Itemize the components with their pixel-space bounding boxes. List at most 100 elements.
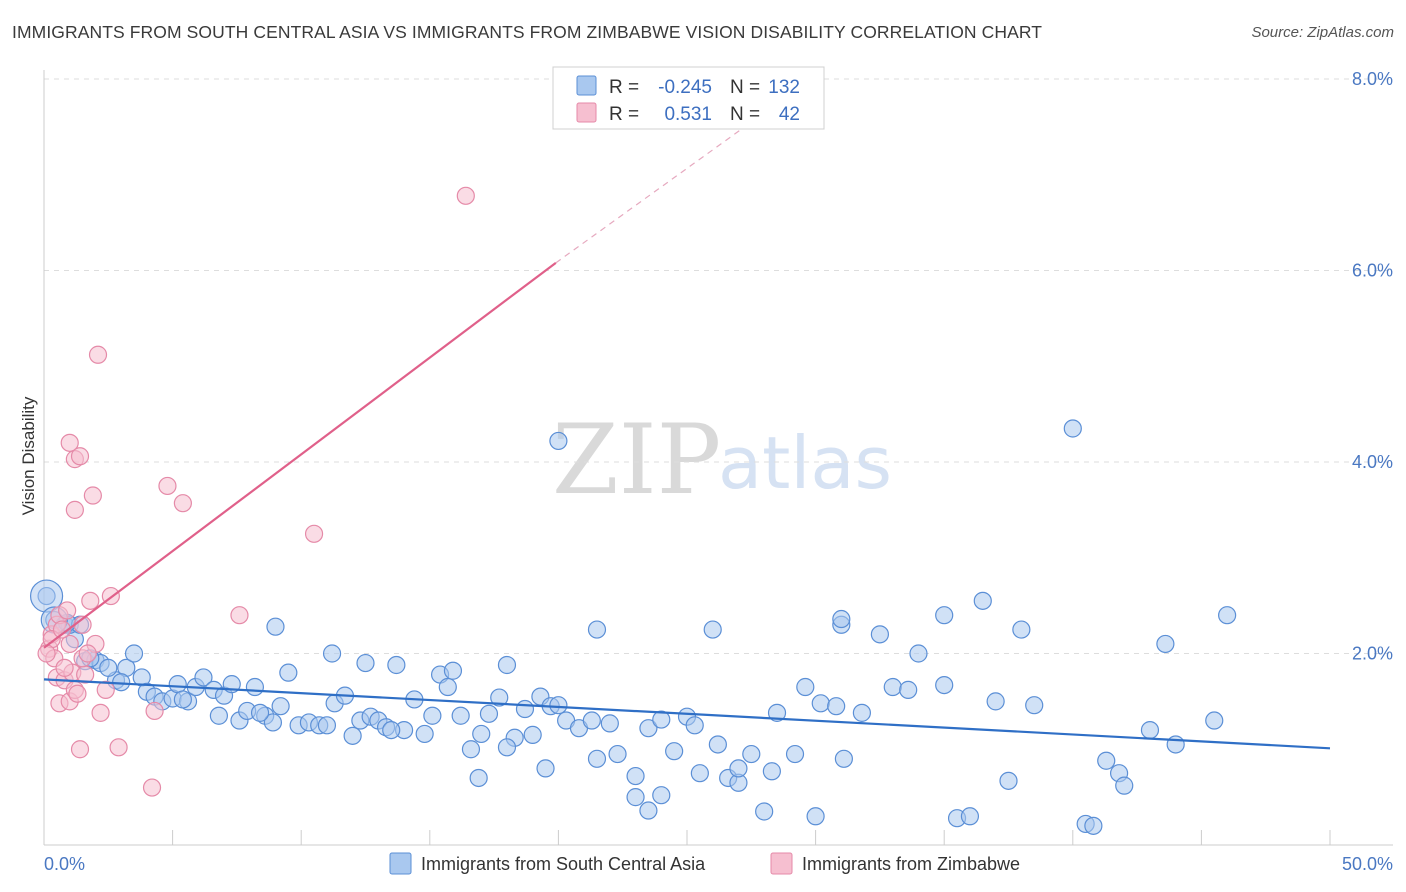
y-tick-label: 4.0% [1352, 452, 1393, 472]
x-minor-ticks [43, 830, 1331, 845]
scatter-point-south-central-asia [767, 703, 787, 722]
gridlines [44, 78, 1393, 654]
scatter-point-zimbabwe [83, 486, 102, 505]
scatter-point-south-central-asia [469, 768, 488, 788]
scatter-point-south-central-asia [785, 744, 805, 764]
scatter-point-south-central-asia [587, 749, 607, 768]
scatter-point-zimbabwe [65, 500, 84, 519]
scatter-point-south-central-asia [1084, 816, 1103, 835]
scatter-point-zimbabwe [96, 680, 115, 699]
watermark-zip: ZIP [552, 404, 721, 516]
scatter-point-south-central-asia [639, 719, 658, 738]
scatter-point-zimbabwe [60, 433, 79, 452]
legend-r-label-1: R = [609, 77, 639, 98]
scatter-point-south-central-asia [652, 710, 671, 729]
scatter-point-zimbabwe [81, 591, 100, 610]
scatter-point-south-central-asia [1063, 419, 1082, 438]
scatter-point-south-central-asia [1097, 751, 1116, 770]
trend-line-zimbabwe [43, 261, 557, 649]
scatter-point-south-central-asia [811, 694, 830, 713]
scatter-point-south-central-asia [587, 620, 607, 639]
scatter-point-south-central-asia [626, 788, 645, 807]
scatter-point-south-central-asia [124, 644, 144, 663]
stats-legend-box [552, 66, 825, 130]
scatter-point-south-central-asia [279, 663, 298, 682]
scatter-point-south-central-asia [99, 658, 118, 677]
scatter-point-south-central-asia [451, 706, 470, 725]
y-tick-label: 8.0% [1352, 69, 1393, 89]
scatter-point-south-central-asia [322, 644, 342, 663]
scatter-point-south-central-asia [600, 714, 619, 733]
scatter-point-south-central-asia [536, 759, 555, 778]
scatter-point-zimbabwe [158, 476, 177, 496]
scatter-point-south-central-asia [1166, 735, 1185, 754]
x-tick-label-max: 50.0% [1342, 854, 1393, 874]
scatter-point-south-central-asia [1115, 776, 1134, 795]
scatter-point-zimbabwe [52, 620, 72, 639]
scatter-point-south-central-asia [899, 680, 918, 699]
scatter-point-zimbabwe [37, 644, 56, 663]
source-label: Source: ZipAtlas.com [1251, 24, 1394, 41]
legend-r-label-2: R = [609, 104, 639, 125]
x-tick-label-min: 0.0% [44, 854, 85, 874]
chart-title: IMMIGRANTS FROM SOUTH CENTRAL ASIA VS IM… [12, 22, 1043, 42]
scatter-point-south-central-asia [1025, 696, 1044, 715]
scatter-point-south-central-asia [168, 675, 187, 694]
bottom-legend-swatch-blue [389, 852, 412, 875]
scatter-point-south-central-asia [832, 609, 851, 629]
scatter-point-south-central-asia [209, 706, 228, 725]
scatter-point-south-central-asia [490, 688, 509, 707]
scatter-point-zimbabwe [230, 606, 249, 625]
scatter-point-south-central-asia [250, 703, 270, 722]
y-tick-label: 6.0% [1352, 261, 1393, 281]
bottom-legend-swatch-pink [770, 852, 793, 875]
scatter-point-zimbabwe [145, 701, 164, 721]
scatter-point-zimbabwe [304, 524, 324, 543]
scatter-point-south-central-asia [796, 677, 815, 697]
scatter-point-south-central-asia [883, 677, 902, 697]
scatter-point-zimbabwe [58, 601, 77, 620]
scatter-point-zimbabwe [55, 658, 74, 677]
series-south-central-asia [29, 419, 1237, 835]
scatter-point-south-central-asia [909, 644, 928, 663]
scatter-point-zimbabwe [78, 644, 97, 663]
stats-legend: R = -0.245 N = 132 R = 0.531 N = 42 [552, 66, 825, 130]
scatter-point-zimbabwe [173, 494, 192, 513]
scatter-point-south-central-asia [438, 677, 457, 697]
scatter-point-zimbabwe [456, 186, 475, 205]
scatter-point-south-central-asia [999, 771, 1018, 790]
scatter-point-south-central-asia [497, 655, 517, 675]
scatter-point-south-central-asia [356, 653, 375, 673]
scatter-point-south-central-asia [523, 725, 542, 744]
legend-n-label-1: N = [730, 77, 760, 98]
series-legend: Immigrants from South Central Asia Immig… [389, 852, 1020, 875]
scatter-point-south-central-asia [639, 801, 658, 820]
trend-line-south-central-asia [43, 678, 1331, 750]
scatter-point-south-central-asia [708, 735, 727, 754]
scatter-point-zimbabwe [60, 634, 79, 654]
scatter-point-south-central-asia [1218, 606, 1237, 625]
scatter-point-south-central-asia [479, 704, 499, 723]
scatter-point-south-central-asia [935, 675, 954, 695]
scatter-point-south-central-asia [266, 617, 285, 636]
trend-lines [43, 121, 1331, 750]
scatter-point-south-central-asia [935, 606, 954, 625]
scatter-point-south-central-asia [245, 677, 265, 697]
scatter-point-south-central-asia [515, 699, 535, 719]
scatter-point-south-central-asia [652, 786, 671, 805]
scatter-point-south-central-asia [1140, 720, 1160, 740]
scatter-point-zimbabwe [68, 684, 87, 703]
scatter-point-south-central-asia [690, 764, 709, 783]
scatter-point-south-central-asia [827, 697, 846, 716]
scatter-point-south-central-asia [755, 802, 774, 821]
y-tick-label: 2.0% [1352, 644, 1393, 664]
scatter-point-south-central-asia [387, 655, 406, 675]
trend-line-zimbabwe-extension [555, 121, 752, 264]
bottom-legend-label-blue: Immigrants from South Central Asia [421, 854, 706, 874]
y-tick-labels: 2.0% 4.0% 6.0% 8.0% [1352, 69, 1393, 664]
scatter-point-south-central-asia [608, 744, 627, 764]
scatter-point-south-central-asia [665, 742, 684, 761]
scatter-point-south-central-asia [173, 690, 192, 709]
scatter-point-zimbabwe [88, 345, 108, 364]
